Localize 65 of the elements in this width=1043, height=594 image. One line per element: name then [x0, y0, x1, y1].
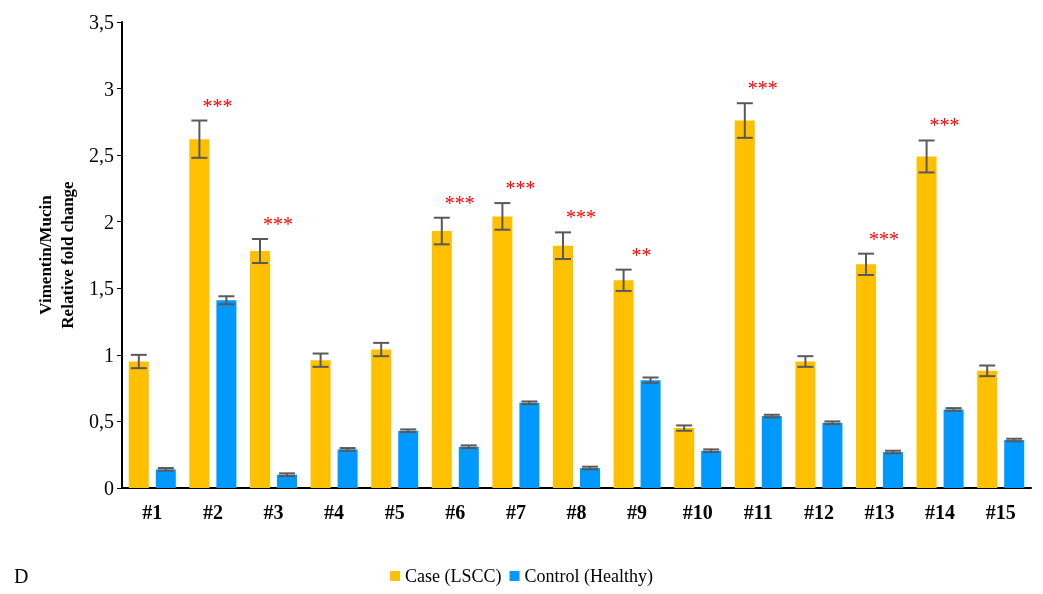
annotation: ***: [747, 77, 778, 100]
x-tick-label: #14: [925, 501, 956, 523]
y-tick-label: 3,5: [89, 11, 114, 33]
annotation: ***: [505, 177, 536, 200]
y-tick-label: 2: [104, 210, 114, 233]
bar: [1004, 440, 1025, 488]
text: D: [14, 565, 29, 587]
x-tick-label: #15: [985, 501, 1016, 523]
y-tick-label: 1: [104, 343, 114, 366]
annotation: ***: [444, 191, 475, 214]
bar: [613, 280, 634, 488]
bar: [883, 452, 903, 488]
bar: [553, 245, 573, 488]
bar: [795, 361, 816, 488]
x-tick-label: #9: [627, 501, 648, 523]
bar: [822, 422, 843, 488]
bar: [398, 430, 419, 488]
y-tick-label: 0: [104, 477, 114, 499]
bar: [337, 449, 358, 488]
bar: [216, 300, 237, 488]
x-tick-label: #1: [142, 501, 163, 523]
bar: [580, 468, 600, 488]
bar: [155, 469, 176, 488]
bar: [856, 264, 876, 488]
bar: [431, 231, 452, 488]
y-tick-label: 1,5: [89, 277, 114, 300]
y-axis-title: Vimentin/Mucin Relative fold change: [35, 180, 77, 329]
bar: [761, 416, 782, 488]
annotation: **: [631, 243, 652, 266]
annotation: ***: [566, 206, 596, 229]
bar: [977, 370, 998, 488]
y-tick-label: 0,5: [89, 410, 114, 433]
y-tick-label: 3: [104, 77, 114, 100]
legend-label: Case (LSCC): [405, 566, 502, 587]
x-tick-label: #6: [445, 501, 466, 523]
bar: [519, 402, 540, 488]
bar: [943, 409, 964, 488]
x-tick-label: #7: [505, 501, 526, 523]
x-tick-label: #12: [803, 501, 834, 523]
x-tick-label: #10: [682, 501, 713, 523]
x-tick-label: #4: [324, 501, 345, 523]
x-tick-label: #13: [864, 501, 895, 523]
annotation: ***: [869, 227, 899, 250]
bar: [128, 361, 149, 488]
y-tick-label: 2,5: [89, 144, 114, 167]
bar: [640, 380, 661, 488]
bar: [701, 450, 722, 488]
x-tick-label: #2: [202, 501, 223, 523]
annotation: ***: [263, 213, 293, 236]
bar: [458, 446, 479, 488]
bar: [492, 216, 513, 488]
bar: [734, 120, 755, 488]
bar: [674, 428, 695, 488]
x-tick-label: #11: [743, 501, 773, 523]
bar: [310, 360, 331, 488]
bar: [371, 349, 392, 488]
bar: [189, 139, 210, 488]
annotation: ***: [929, 114, 960, 137]
x-tick-label: #3: [263, 501, 284, 523]
bar: [916, 156, 937, 488]
x-tick-label: #8: [566, 501, 587, 523]
bar: [250, 251, 270, 488]
x-tick-label: #5: [384, 501, 405, 523]
legend-label: Control (Healthy): [524, 566, 653, 587]
annotation: ***: [202, 94, 233, 117]
